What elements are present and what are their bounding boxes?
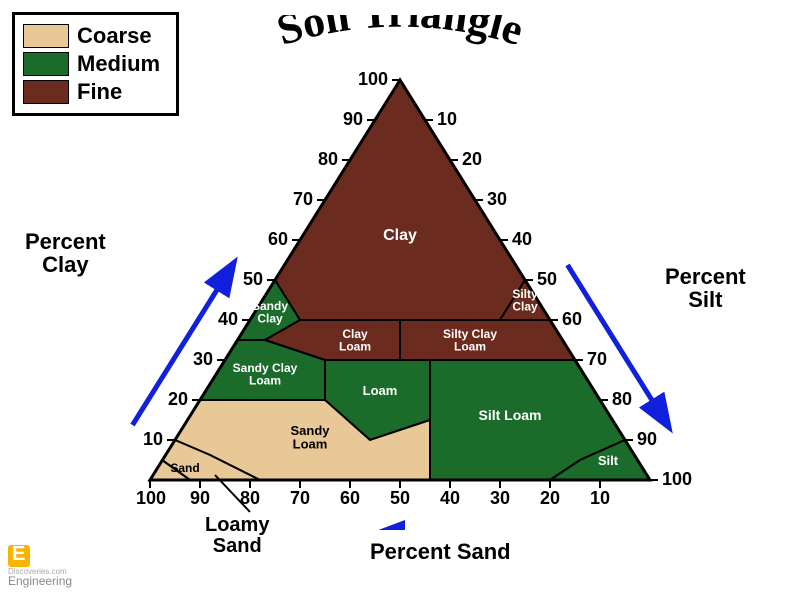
footer-main: Engineering	[8, 574, 72, 588]
region-label-loam: Loam	[363, 383, 398, 398]
ticklabel-clay-70: 70	[293, 189, 313, 210]
region-label-siltloam: Silt Loam	[478, 407, 541, 423]
ticklabel-clay-80: 80	[318, 149, 338, 170]
legend-item-coarse: Coarse	[23, 23, 160, 49]
ticklabel-silt-100: 100	[662, 469, 692, 490]
title-text: Soil Triangle	[271, 15, 529, 55]
footer-watermark: Discoveries.com Engineering	[8, 545, 72, 588]
soil-triangle-figure: Soil Triangle CoarseMediumFine PercentCl…	[0, 0, 800, 600]
region-label-silt: Silt	[598, 453, 619, 468]
ticklabel-silt-20: 20	[462, 149, 482, 170]
ticklabel-clay-100: 100	[358, 69, 388, 90]
ticklabel-silt-50: 50	[537, 269, 557, 290]
legend-swatch	[23, 52, 69, 76]
axis-label-silt: PercentSilt	[665, 265, 746, 311]
ticklabel-sand-30: 30	[490, 488, 510, 509]
triangle-plot: PercentClay PercentSilt Percent Sand Cla…	[120, 60, 680, 530]
ticklabel-sand-80: 80	[240, 488, 260, 509]
ticklabel-silt-70: 70	[587, 349, 607, 370]
legend-label: Coarse	[77, 23, 152, 49]
ticklabel-clay-30: 30	[193, 349, 213, 370]
svg-text:Soil Triangle: Soil Triangle	[271, 15, 529, 55]
legend-label: Fine	[77, 79, 122, 105]
ticklabel-clay-20: 20	[168, 389, 188, 410]
ticklabel-clay-10: 10	[143, 429, 163, 450]
ticklabel-clay-40: 40	[218, 309, 238, 330]
ticklabel-sand-20: 20	[540, 488, 560, 509]
ticklabel-sand-40: 40	[440, 488, 460, 509]
ticklabel-silt-80: 80	[612, 389, 632, 410]
ticklabel-clay-60: 60	[268, 229, 288, 250]
ticklabel-silt-40: 40	[512, 229, 532, 250]
loamy-sand-callout: LoamySand	[205, 515, 269, 557]
region-label-clay: Clay	[383, 227, 417, 244]
ticklabel-silt-30: 30	[487, 189, 507, 210]
legend-swatch	[23, 80, 69, 104]
ticklabel-sand-90: 90	[190, 488, 210, 509]
legend-swatch	[23, 24, 69, 48]
axis-label-sand: Percent Sand	[370, 540, 511, 563]
ticklabel-sand-60: 60	[340, 488, 360, 509]
ticklabel-clay-90: 90	[343, 109, 363, 130]
ticklabel-silt-90: 90	[637, 429, 657, 450]
axis-label-clay: PercentClay	[25, 230, 106, 276]
region-label-siltyclay: SiltyClay	[512, 287, 538, 314]
ticklabel-silt-10: 10	[437, 109, 457, 130]
triangle-svg: ClaySiltyClaySandyClayClayLoamSilty Clay…	[120, 60, 680, 530]
ticklabel-sand-70: 70	[290, 488, 310, 509]
region-label-sand: Sand	[170, 461, 199, 475]
logo-icon	[8, 545, 30, 567]
ticklabel-silt-60: 60	[562, 309, 582, 330]
region-label-sandyloam: SandyLoam	[290, 423, 330, 452]
ticklabel-sand-100: 100	[136, 488, 166, 509]
region-label-clayloam: ClayLoam	[339, 327, 371, 354]
ticklabel-sand-10: 10	[590, 488, 610, 509]
ticklabel-sand-50: 50	[390, 488, 410, 509]
ticklabel-clay-50: 50	[243, 269, 263, 290]
